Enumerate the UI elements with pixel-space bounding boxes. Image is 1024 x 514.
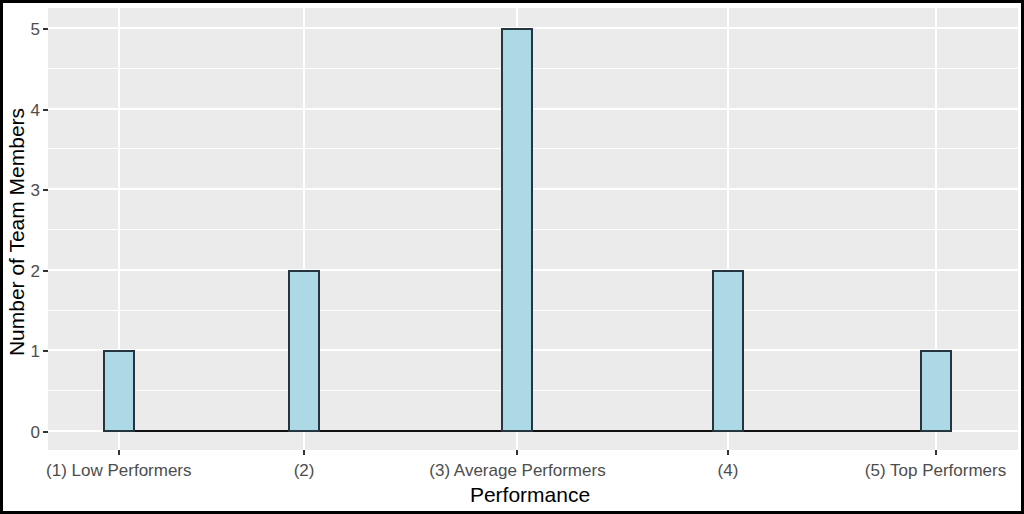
histogram-bar (712, 270, 744, 432)
y-tick-label: 3 (10, 182, 40, 199)
x-tick-label: (2) (294, 462, 315, 479)
histogram-bar (501, 28, 533, 432)
y-tick-mark (43, 28, 48, 30)
x-tick-label: (4) (718, 462, 739, 479)
x-tick-mark (118, 450, 120, 455)
x-tick-label: (1) Low Performers (46, 462, 191, 479)
x-tick-mark (727, 450, 729, 455)
plot-panel (48, 8, 1018, 450)
y-tick-label: 2 (10, 262, 40, 279)
y-axis-title: Number of Team Members (6, 108, 27, 356)
y-tick-label: 0 (10, 424, 40, 441)
x-tick-mark (935, 450, 937, 455)
x-tick-label: (5) Top Performers (865, 462, 1006, 479)
y-tick-mark (43, 350, 48, 352)
y-tick-label: 1 (10, 343, 40, 360)
x-axis-title: Performance (470, 484, 590, 505)
y-tick-label: 5 (10, 21, 40, 38)
y-tick-mark (43, 270, 48, 272)
histogram-bar (288, 270, 320, 432)
chart-frame: Number of Team Members Performance 0 1 2 3 4… (0, 0, 1024, 514)
x-tick-label: (3) Average Performers (429, 462, 605, 479)
y-tick-mark (43, 189, 48, 191)
y-tick-mark (43, 109, 48, 111)
y-tick-label: 4 (10, 101, 40, 118)
x-tick-mark (303, 450, 305, 455)
y-tick-mark (43, 431, 48, 433)
histogram-bar (103, 350, 135, 432)
x-tick-mark (516, 450, 518, 455)
histogram-bar (920, 350, 952, 432)
